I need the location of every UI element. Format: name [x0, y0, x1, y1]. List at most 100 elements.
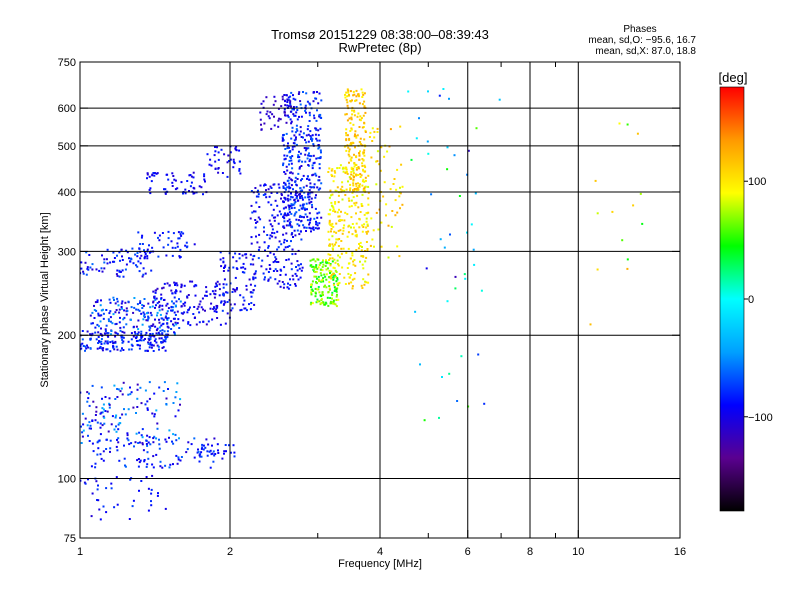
data-point	[298, 209, 301, 212]
data-point	[338, 273, 341, 275]
data-point	[127, 408, 130, 411]
data-point	[348, 148, 351, 151]
data-point	[82, 272, 85, 275]
data-point	[186, 295, 189, 298]
data-point	[96, 499, 98, 501]
data-point	[334, 303, 337, 306]
data-point	[335, 280, 338, 283]
data-point	[339, 218, 341, 221]
data-point	[266, 110, 269, 113]
data-point	[315, 281, 317, 283]
data-point	[288, 187, 291, 190]
data-point	[255, 235, 257, 238]
data-point	[209, 158, 212, 161]
data-point	[257, 216, 260, 219]
data-point	[299, 276, 302, 279]
data-point	[87, 478, 89, 481]
data-point	[328, 222, 331, 225]
data-point	[90, 322, 93, 325]
data-point	[136, 397, 139, 400]
data-point	[91, 384, 94, 387]
data-point	[176, 462, 179, 465]
data-point	[308, 120, 311, 122]
data-point	[333, 267, 336, 270]
data-point	[324, 265, 327, 267]
data-point	[280, 213, 283, 216]
data-point	[358, 218, 361, 221]
data-point	[366, 224, 369, 227]
data-point	[110, 333, 112, 336]
data-point	[350, 205, 353, 208]
data-point	[85, 347, 88, 350]
data-point	[352, 123, 355, 126]
data-point	[260, 102, 263, 105]
data-point	[139, 459, 142, 462]
data-point	[81, 330, 84, 332]
data-point	[185, 451, 188, 454]
data-point	[332, 210, 335, 212]
data-point	[84, 349, 86, 352]
data-point	[301, 207, 304, 210]
data-point	[306, 100, 309, 103]
data-point	[352, 182, 355, 185]
data-point	[115, 430, 118, 433]
data-point	[103, 416, 106, 419]
data-point	[269, 234, 272, 237]
data-point	[311, 164, 314, 167]
data-point	[266, 254, 269, 257]
data-point	[141, 243, 144, 245]
data-point	[463, 273, 466, 276]
data-point	[370, 217, 373, 220]
data-point	[287, 116, 290, 119]
data-point	[347, 197, 350, 200]
data-point	[364, 129, 367, 132]
data-point	[281, 136, 284, 139]
data-point	[115, 414, 118, 417]
data-point	[300, 238, 303, 241]
data-point	[167, 388, 169, 390]
data-point	[162, 390, 165, 392]
data-point	[283, 220, 286, 223]
data-point	[338, 208, 340, 211]
data-point	[352, 142, 355, 145]
data-point	[80, 391, 82, 394]
data-point	[345, 128, 348, 131]
data-point	[327, 213, 330, 216]
data-point	[306, 215, 309, 218]
data-point	[225, 450, 227, 453]
data-point	[267, 279, 270, 282]
data-point	[158, 304, 161, 307]
data-point	[352, 263, 355, 266]
data-point	[342, 227, 345, 229]
data-point	[126, 432, 129, 435]
data-point	[271, 113, 274, 116]
data-point	[294, 194, 297, 197]
data-point	[112, 251, 115, 254]
data-point	[147, 342, 150, 345]
data-point	[205, 294, 208, 297]
data-point	[393, 178, 396, 180]
data-point	[118, 270, 121, 273]
data-point	[291, 179, 294, 182]
data-point	[342, 229, 345, 232]
data-point	[362, 168, 364, 171]
data-point	[293, 145, 296, 148]
data-point	[296, 129, 299, 132]
data-point	[146, 257, 149, 260]
data-point	[330, 270, 333, 273]
data-point	[336, 211, 339, 214]
data-point	[340, 247, 343, 250]
data-point	[328, 287, 331, 290]
data-point	[152, 323, 155, 326]
data-point	[294, 272, 297, 275]
data-point	[104, 410, 107, 412]
data-point	[109, 316, 112, 319]
data-point	[407, 90, 410, 93]
data-point	[167, 317, 170, 320]
data-point	[330, 224, 333, 227]
data-point	[361, 193, 364, 196]
data-point	[335, 305, 338, 308]
data-point	[277, 222, 280, 225]
data-point	[184, 192, 187, 195]
data-point	[311, 302, 314, 305]
